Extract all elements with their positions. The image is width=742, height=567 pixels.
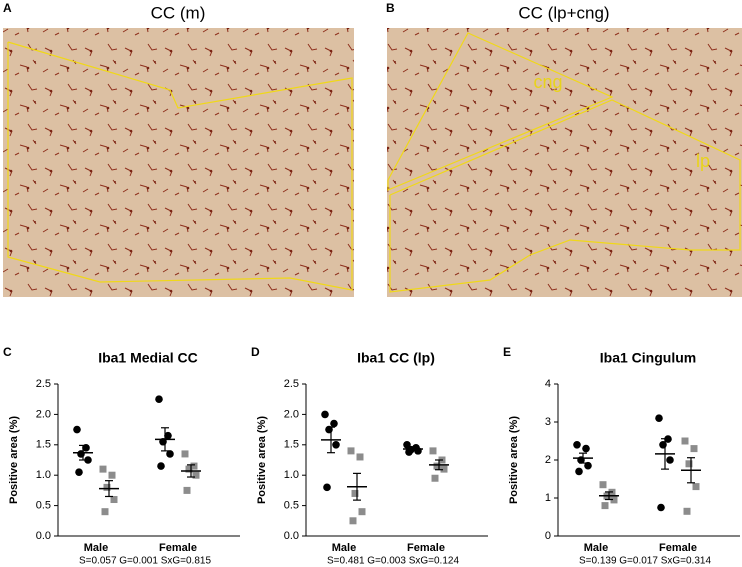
micrograph (3, 28, 354, 297)
y-tick-label: 0.5 (36, 500, 51, 512)
data-point (185, 465, 193, 473)
data-point (183, 486, 191, 494)
data-point (330, 419, 338, 428)
y-tick-label: 2.5 (36, 378, 51, 390)
y-axis-label: Positive area (%) (508, 416, 520, 504)
panel-b: B CC (lp+cng) cng lp (386, 1, 742, 297)
data-point (164, 431, 172, 440)
data-point (103, 483, 111, 491)
y-tick-label: 2.5 (284, 378, 299, 390)
data-point (75, 468, 83, 476)
panel-letter: B (386, 1, 395, 15)
y-tick-label: 2 (545, 454, 551, 466)
roi-outline (389, 99, 741, 293)
data-point (690, 445, 698, 453)
y-tick-label: 2.0 (36, 408, 51, 420)
x-tick-label: Male (84, 542, 108, 554)
chart: C Iba1 Medial CC Positive area (%) 0.0 0.5 1.… (3, 345, 240, 567)
data-point (157, 462, 165, 470)
data-point (584, 461, 592, 470)
data-point (108, 471, 116, 479)
data-point (692, 483, 700, 491)
data-point (440, 465, 448, 473)
data-point (190, 462, 198, 470)
x-tick-label: Female (659, 542, 697, 554)
data-point (181, 450, 189, 458)
y-axis-label: Positive area (%) (256, 416, 268, 504)
roi-outline (7, 41, 353, 291)
data-point (356, 453, 364, 461)
annotation: cng (533, 72, 562, 92)
y-tick-label: 0 (545, 530, 551, 542)
panel-letter: A (3, 1, 12, 15)
stats-note: S=0.481 G=0.003 SxG=0.124 (327, 556, 459, 567)
data-point (358, 508, 366, 516)
data-point (582, 444, 590, 453)
micrograph (387, 28, 742, 297)
data-point (321, 410, 329, 419)
chart-title: Iba1 Medial CC (98, 350, 198, 366)
data-point (659, 441, 667, 449)
panel-title: CC (m) (151, 3, 206, 22)
data-point (575, 467, 583, 476)
stats-note: S=0.139 G=0.017 SxG=0.314 (579, 556, 711, 567)
y-tick-label: 0.5 (284, 500, 299, 512)
annotation: lp (696, 151, 710, 171)
y-tick-label: 0.0 (36, 530, 51, 542)
y-tick-label: 4 (545, 378, 551, 390)
y-tick-label: 1.5 (284, 439, 299, 451)
data-point (683, 507, 691, 515)
y-axis-label: Positive area (%) (8, 416, 20, 504)
data-point (666, 456, 674, 464)
data-point (77, 450, 85, 458)
data-point (99, 465, 107, 473)
stats-note: S=0.057 G=0.001 SxG=0.815 (79, 556, 211, 567)
data-point (155, 395, 163, 404)
panel-a: A CC (m) (3, 1, 354, 297)
y-tick-label: 1.0 (284, 469, 299, 481)
y-tick-label: 1.5 (36, 439, 51, 451)
data-point (349, 517, 357, 525)
y-tick-label: 3 (545, 416, 551, 428)
data-point (332, 441, 340, 449)
roi-outline (387, 32, 614, 191)
y-tick-label: 1 (545, 492, 551, 504)
data-point (601, 502, 609, 510)
chart-title: Iba1 Cingulum (600, 350, 696, 366)
data-point (73, 425, 81, 434)
data-point (110, 496, 118, 504)
chart: D Iba1 CC (lp) Positive area (%) 0.0 0.5 1.0 1… (251, 345, 488, 567)
panel-letter: E (503, 345, 511, 359)
chart-title: Iba1 CC (lp) (357, 350, 435, 366)
data-point (433, 462, 441, 470)
panel-title: CC (lp+cng) (518, 3, 609, 22)
panel-letter: D (251, 345, 260, 359)
data-point (323, 483, 331, 492)
data-point (610, 496, 618, 504)
data-point (347, 447, 355, 455)
data-point (599, 481, 607, 489)
x-tick-label: Male (584, 542, 608, 554)
data-point (351, 489, 359, 497)
x-tick-label: Female (407, 542, 445, 554)
y-tick-label: 1.0 (36, 469, 51, 481)
data-point (166, 450, 174, 458)
data-point (681, 437, 689, 445)
data-point (431, 474, 439, 482)
data-point (192, 471, 200, 479)
data-point (429, 447, 437, 455)
data-point (84, 456, 92, 464)
y-tick-label: 0.0 (284, 530, 299, 542)
panel-letter: C (3, 345, 12, 359)
data-point (685, 460, 693, 468)
data-point (101, 508, 109, 516)
y-tick-label: 2.0 (284, 408, 299, 420)
data-point (655, 414, 663, 423)
data-point (657, 503, 665, 512)
x-tick-label: Male (332, 542, 356, 554)
chart: E Iba1 Cingulum Positive area (%) 0 1 2 3 4 Male… (503, 345, 740, 567)
data-point (573, 441, 581, 449)
x-tick-label: Female (159, 542, 197, 554)
